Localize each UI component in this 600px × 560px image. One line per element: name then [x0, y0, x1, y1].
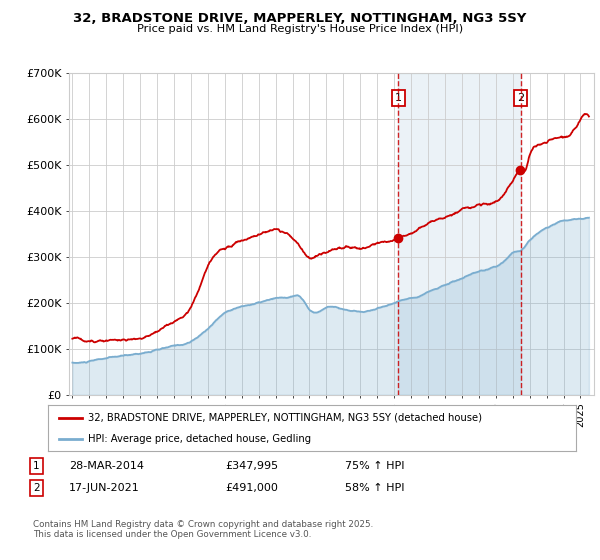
- Text: £347,995: £347,995: [225, 461, 278, 471]
- Text: 1: 1: [33, 461, 40, 471]
- Bar: [398, 73, 521, 395]
- Text: HPI: Average price, detached house, Gedling: HPI: Average price, detached house, Gedl…: [88, 435, 311, 444]
- Text: Price paid vs. HM Land Registry's House Price Index (HPI): Price paid vs. HM Land Registry's House …: [137, 24, 463, 34]
- Text: 17-JUN-2021: 17-JUN-2021: [69, 483, 140, 493]
- Text: Contains HM Land Registry data © Crown copyright and database right 2025.
This d: Contains HM Land Registry data © Crown c…: [33, 520, 373, 539]
- Text: 32, BRADSTONE DRIVE, MAPPERLEY, NOTTINGHAM, NG3 5SY: 32, BRADSTONE DRIVE, MAPPERLEY, NOTTINGH…: [73, 12, 527, 25]
- Text: 75% ↑ HPI: 75% ↑ HPI: [345, 461, 404, 471]
- Text: 32, BRADSTONE DRIVE, MAPPERLEY, NOTTINGHAM, NG3 5SY (detached house): 32, BRADSTONE DRIVE, MAPPERLEY, NOTTINGH…: [88, 413, 482, 423]
- Text: 2: 2: [33, 483, 40, 493]
- Text: £491,000: £491,000: [225, 483, 278, 493]
- Text: 28-MAR-2014: 28-MAR-2014: [69, 461, 144, 471]
- Text: 2: 2: [517, 93, 524, 103]
- Text: 1: 1: [395, 93, 402, 103]
- Text: 58% ↑ HPI: 58% ↑ HPI: [345, 483, 404, 493]
